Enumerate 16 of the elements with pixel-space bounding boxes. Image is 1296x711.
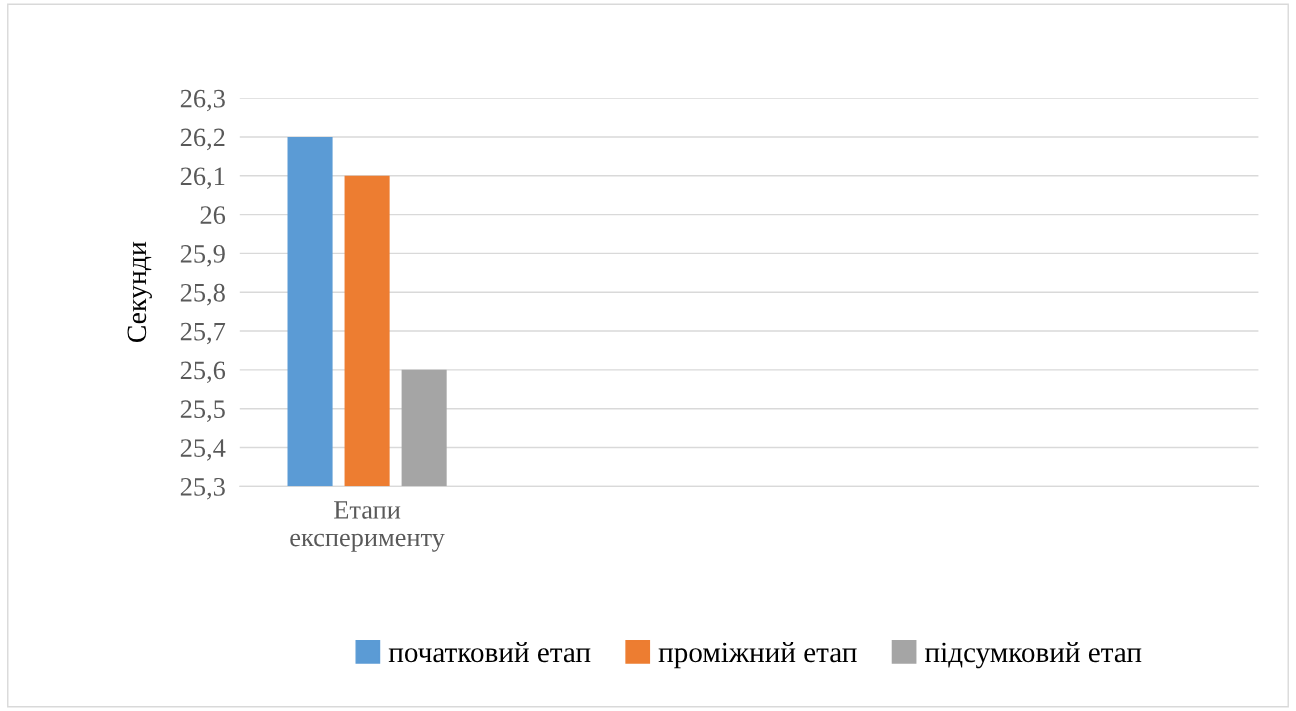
- y-tick-label: 26,1: [180, 167, 225, 189]
- y-tick-label: 25,8: [180, 283, 225, 306]
- legend-label: початковий етап: [388, 642, 591, 663]
- legend-label: проміжний етап: [658, 642, 857, 669]
- y-tick-label: 26,3: [180, 89, 225, 112]
- y-tick-label: 25,5: [180, 400, 225, 422]
- y-axis-title: Секунди: [127, 241, 152, 343]
- legend-label: підсумковий етап: [925, 642, 1142, 669]
- y-tick-label: 26,2: [180, 128, 225, 151]
- y-tick-label: 25,6: [180, 361, 226, 384]
- x-tick-label: Етапи експерименту: [290, 501, 445, 552]
- y-tick-label: 26: [200, 206, 226, 224]
- y-tick-label: 25,4: [180, 439, 226, 461]
- y-tick-label: 25,3: [180, 478, 225, 500]
- y-tick-label: 25,7: [180, 322, 226, 345]
- y-tick-label: 25,9: [180, 245, 225, 267]
